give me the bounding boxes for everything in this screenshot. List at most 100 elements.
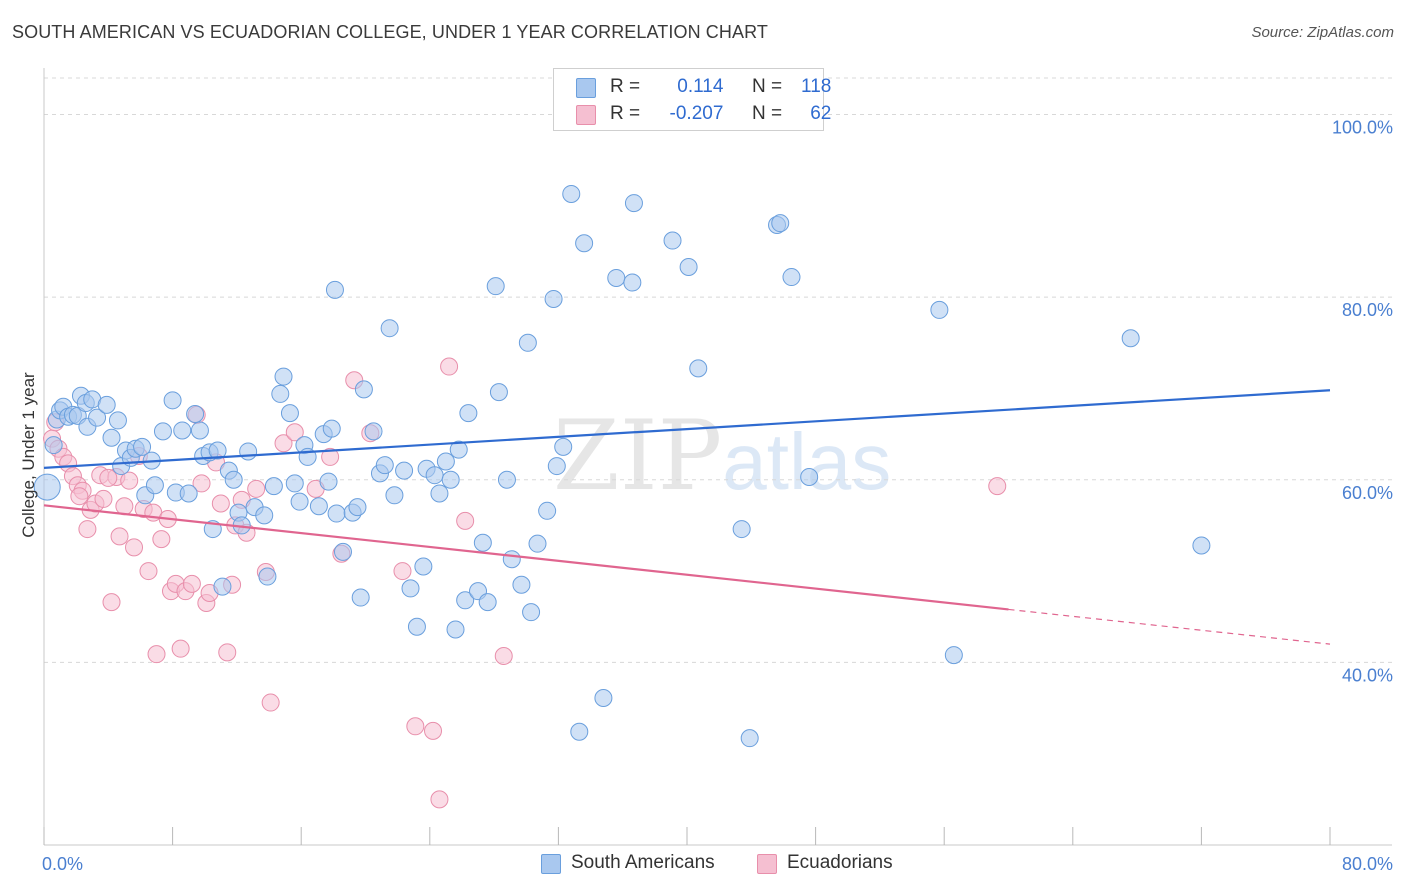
south-american-point	[364, 422, 383, 441]
south-american-point	[271, 384, 290, 403]
n-label: N =	[751, 76, 783, 97]
south-american-point	[327, 504, 346, 523]
tick-labels: 40.0% 60.0% 80.0% 100.0% 0.0% 80.0% College, U…	[19, 118, 1393, 874]
ecuadorian-point	[393, 562, 412, 581]
y-tick-label: 100.0%	[1332, 118, 1393, 138]
ecuadorian-point	[171, 639, 190, 658]
ecuadorian-point	[440, 357, 459, 376]
ecuadorians-trend-line	[43, 504, 1009, 611]
chart-title: SOUTH AMERICAN VS ECUADORIAN COLLEGE, UN…	[12, 22, 768, 42]
trend-lines	[43, 389, 1331, 645]
south-american-point	[544, 289, 563, 308]
south-american-point	[456, 591, 475, 610]
south-american-point	[375, 456, 394, 475]
south-american-point	[771, 214, 790, 233]
south-americans-trend-line	[43, 389, 1331, 469]
ecuadorian-point	[988, 477, 1007, 496]
ecuadorian-point	[152, 530, 171, 549]
south-american-point	[446, 620, 465, 639]
south-american-point	[44, 436, 63, 455]
ecuadorian-point	[192, 474, 211, 493]
ecuadorian-point	[218, 643, 237, 662]
south-american-point	[436, 452, 455, 471]
south-american-point	[782, 268, 801, 287]
south-american-point	[108, 411, 127, 430]
legend-swatch-blue	[541, 854, 561, 874]
south-american-point	[623, 273, 642, 292]
ecuadorian-point	[261, 693, 280, 712]
south-american-point	[944, 646, 963, 665]
n-value: 118	[801, 76, 832, 97]
south-american-point	[133, 437, 152, 456]
south-american-point	[179, 484, 198, 503]
south-american-point	[522, 603, 541, 622]
south-american-point	[497, 470, 516, 489]
south-american-point	[478, 593, 497, 612]
south-american-point	[459, 404, 478, 423]
south-american-point	[274, 367, 293, 386]
watermark-zip: ZIP	[553, 400, 723, 512]
ecuadorian-point	[247, 479, 266, 498]
south-american-point	[395, 461, 414, 480]
south-american-point	[354, 380, 373, 399]
y-tick-label: 80.0%	[1342, 300, 1393, 320]
south-american-point	[97, 395, 116, 414]
r-value: 0.114	[677, 76, 724, 97]
ecuadorian-point	[406, 717, 425, 736]
south-american-point	[575, 234, 594, 253]
south-american-point	[740, 729, 759, 748]
ecuadorian-point	[321, 447, 340, 466]
south-american-point	[173, 421, 192, 440]
x-tick-label-min: 0.0%	[42, 854, 83, 874]
south-american-point	[512, 575, 531, 594]
south-american-point	[930, 300, 949, 319]
ecuadorian-point	[285, 423, 304, 442]
south-americans-points	[33, 111, 1211, 748]
ecuadorian-point	[110, 527, 129, 546]
n-label: N =	[751, 103, 783, 124]
legend-label: South Americans	[571, 852, 715, 873]
grid-lines	[44, 77, 1392, 663]
legend-text: R = 0.114 N = 118	[610, 76, 831, 98]
south-american-point	[239, 442, 258, 461]
south-american-point	[570, 722, 589, 741]
south-american-point	[689, 359, 708, 378]
south-american-point	[348, 498, 367, 517]
stats-legend: R = 0.114 N = 118 R = -0.207 N = 62	[553, 68, 831, 131]
south-american-point	[319, 472, 338, 491]
ecuadorian-point	[147, 645, 166, 664]
south-american-point	[486, 277, 505, 296]
south-american-point	[224, 470, 243, 489]
south-american-point	[800, 468, 819, 487]
legend-text: R = -0.207 N = 62	[610, 103, 831, 125]
south-american-point	[528, 534, 547, 553]
watermark-atlas: atlas	[722, 417, 892, 506]
south-american-point	[258, 567, 277, 586]
south-american-point	[407, 617, 426, 636]
south-american-point	[414, 557, 433, 576]
ecuadorian-point	[430, 790, 449, 809]
ecuadorian-point	[182, 574, 201, 593]
south-american-point	[190, 421, 209, 440]
south-american-point	[186, 405, 205, 424]
ecuadorian-point	[456, 511, 475, 530]
south-american-point	[213, 577, 232, 596]
ecuadorian-point	[494, 646, 513, 665]
ecuadorians-trend-extension	[1008, 608, 1331, 645]
n-value: 62	[810, 103, 832, 124]
south-american-point	[255, 506, 274, 525]
ecuadorian-point	[120, 471, 139, 490]
south-american-point	[153, 422, 172, 441]
south-american-point	[309, 497, 328, 516]
south-american-point	[554, 437, 573, 456]
south-american-point	[102, 428, 121, 447]
south-american-point	[380, 319, 399, 338]
source-label: Source: ZipAtlas.com	[1251, 24, 1394, 41]
south-american-point	[473, 533, 492, 552]
south-american-point	[449, 440, 468, 459]
y-tick-label: 40.0%	[1342, 665, 1393, 685]
south-american-point	[594, 688, 613, 707]
south-american-point	[425, 466, 444, 485]
south-american-point	[163, 391, 182, 410]
